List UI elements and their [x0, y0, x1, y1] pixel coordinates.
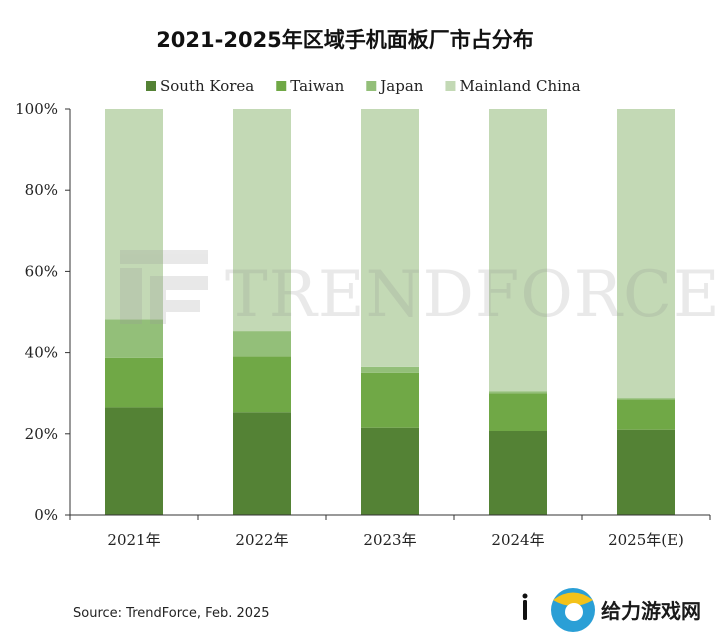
legend-swatch — [445, 81, 456, 91]
bar-taiwan-1 — [105, 357, 163, 408]
site-logo-bar — [523, 600, 527, 620]
bar-south-korea-3 — [361, 427, 419, 515]
y-tick-label: 0% — [34, 506, 58, 524]
y-axis: 0% 20% 40% 60% 80% 100% — [15, 100, 71, 524]
bar-japan-1 — [105, 319, 163, 358]
bar-south-korea-2 — [233, 412, 291, 515]
y-tick-label: 20% — [25, 425, 58, 443]
legend-label: Japan — [378, 77, 424, 95]
legend-swatch — [366, 81, 377, 91]
bar-taiwan-3 — [361, 372, 419, 428]
x-tick-label: 2022年 — [235, 531, 288, 549]
trendforce-watermark: TRENDFORCE — [120, 250, 721, 332]
y-tick-label: 40% — [25, 344, 58, 362]
bar-south-korea-1 — [105, 407, 163, 515]
bar-japan-4 — [489, 391, 547, 394]
bar-japan-3 — [361, 366, 419, 373]
x-axis: 2021年 2022年 2023年 2024年 2025年(E) — [69, 514, 711, 549]
bar-mainland-china-2 — [233, 109, 291, 332]
legend: South Korea Taiwan Japan Mainland China — [146, 77, 581, 95]
legend-swatch — [276, 81, 287, 91]
legend-label: South Korea — [160, 77, 254, 95]
watermark-text: TRENDFORCE — [225, 258, 721, 332]
legend-item-japan: Japan — [366, 77, 424, 95]
source-note: Source: TrendForce, Feb. 2025 — [73, 606, 270, 621]
bar-mainland-china-4 — [489, 109, 547, 392]
site-name: 给力游戏网 — [601, 599, 701, 623]
bar-south-korea-4 — [489, 431, 547, 515]
trendforce-logo — [120, 250, 208, 324]
y-tick-label: 60% — [25, 262, 58, 280]
chart-title: 2021-2025年区域手机面板厂市占分布 — [156, 28, 534, 52]
x-tick-label: 2025年(E) — [608, 531, 684, 549]
bar-south-korea-5 — [617, 429, 675, 515]
bars — [105, 109, 675, 515]
bar-mainland-china-1 — [105, 109, 163, 320]
bar-taiwan-5 — [617, 399, 675, 430]
bar-mainland-china-3 — [361, 109, 419, 367]
site-logo — [522, 588, 595, 632]
legend-swatch — [146, 81, 156, 91]
legend-item-taiwan: Taiwan — [276, 77, 345, 95]
x-tick-label: 2021年 — [107, 531, 160, 549]
y-tick-label: 80% — [25, 181, 58, 199]
legend-label: Taiwan — [290, 77, 344, 95]
x-tick-label: 2024年 — [491, 531, 544, 549]
bar-japan-2 — [233, 331, 291, 357]
site-logo-center — [565, 603, 583, 621]
bar-taiwan-4 — [489, 393, 547, 431]
bar-mainland-china-5 — [617, 109, 675, 399]
legend-item-south-korea: South Korea — [146, 77, 254, 95]
bar-taiwan-2 — [233, 356, 291, 413]
bar-japan-5 — [617, 398, 675, 400]
site-logo-arc — [553, 592, 593, 606]
legend-label: Mainland China — [459, 77, 580, 95]
legend-item-mainland-china: Mainland China — [445, 77, 581, 95]
site-logo-dot — [522, 593, 528, 599]
y-tick-label: 100% — [15, 100, 58, 118]
x-tick-label: 2023年 — [363, 531, 416, 549]
